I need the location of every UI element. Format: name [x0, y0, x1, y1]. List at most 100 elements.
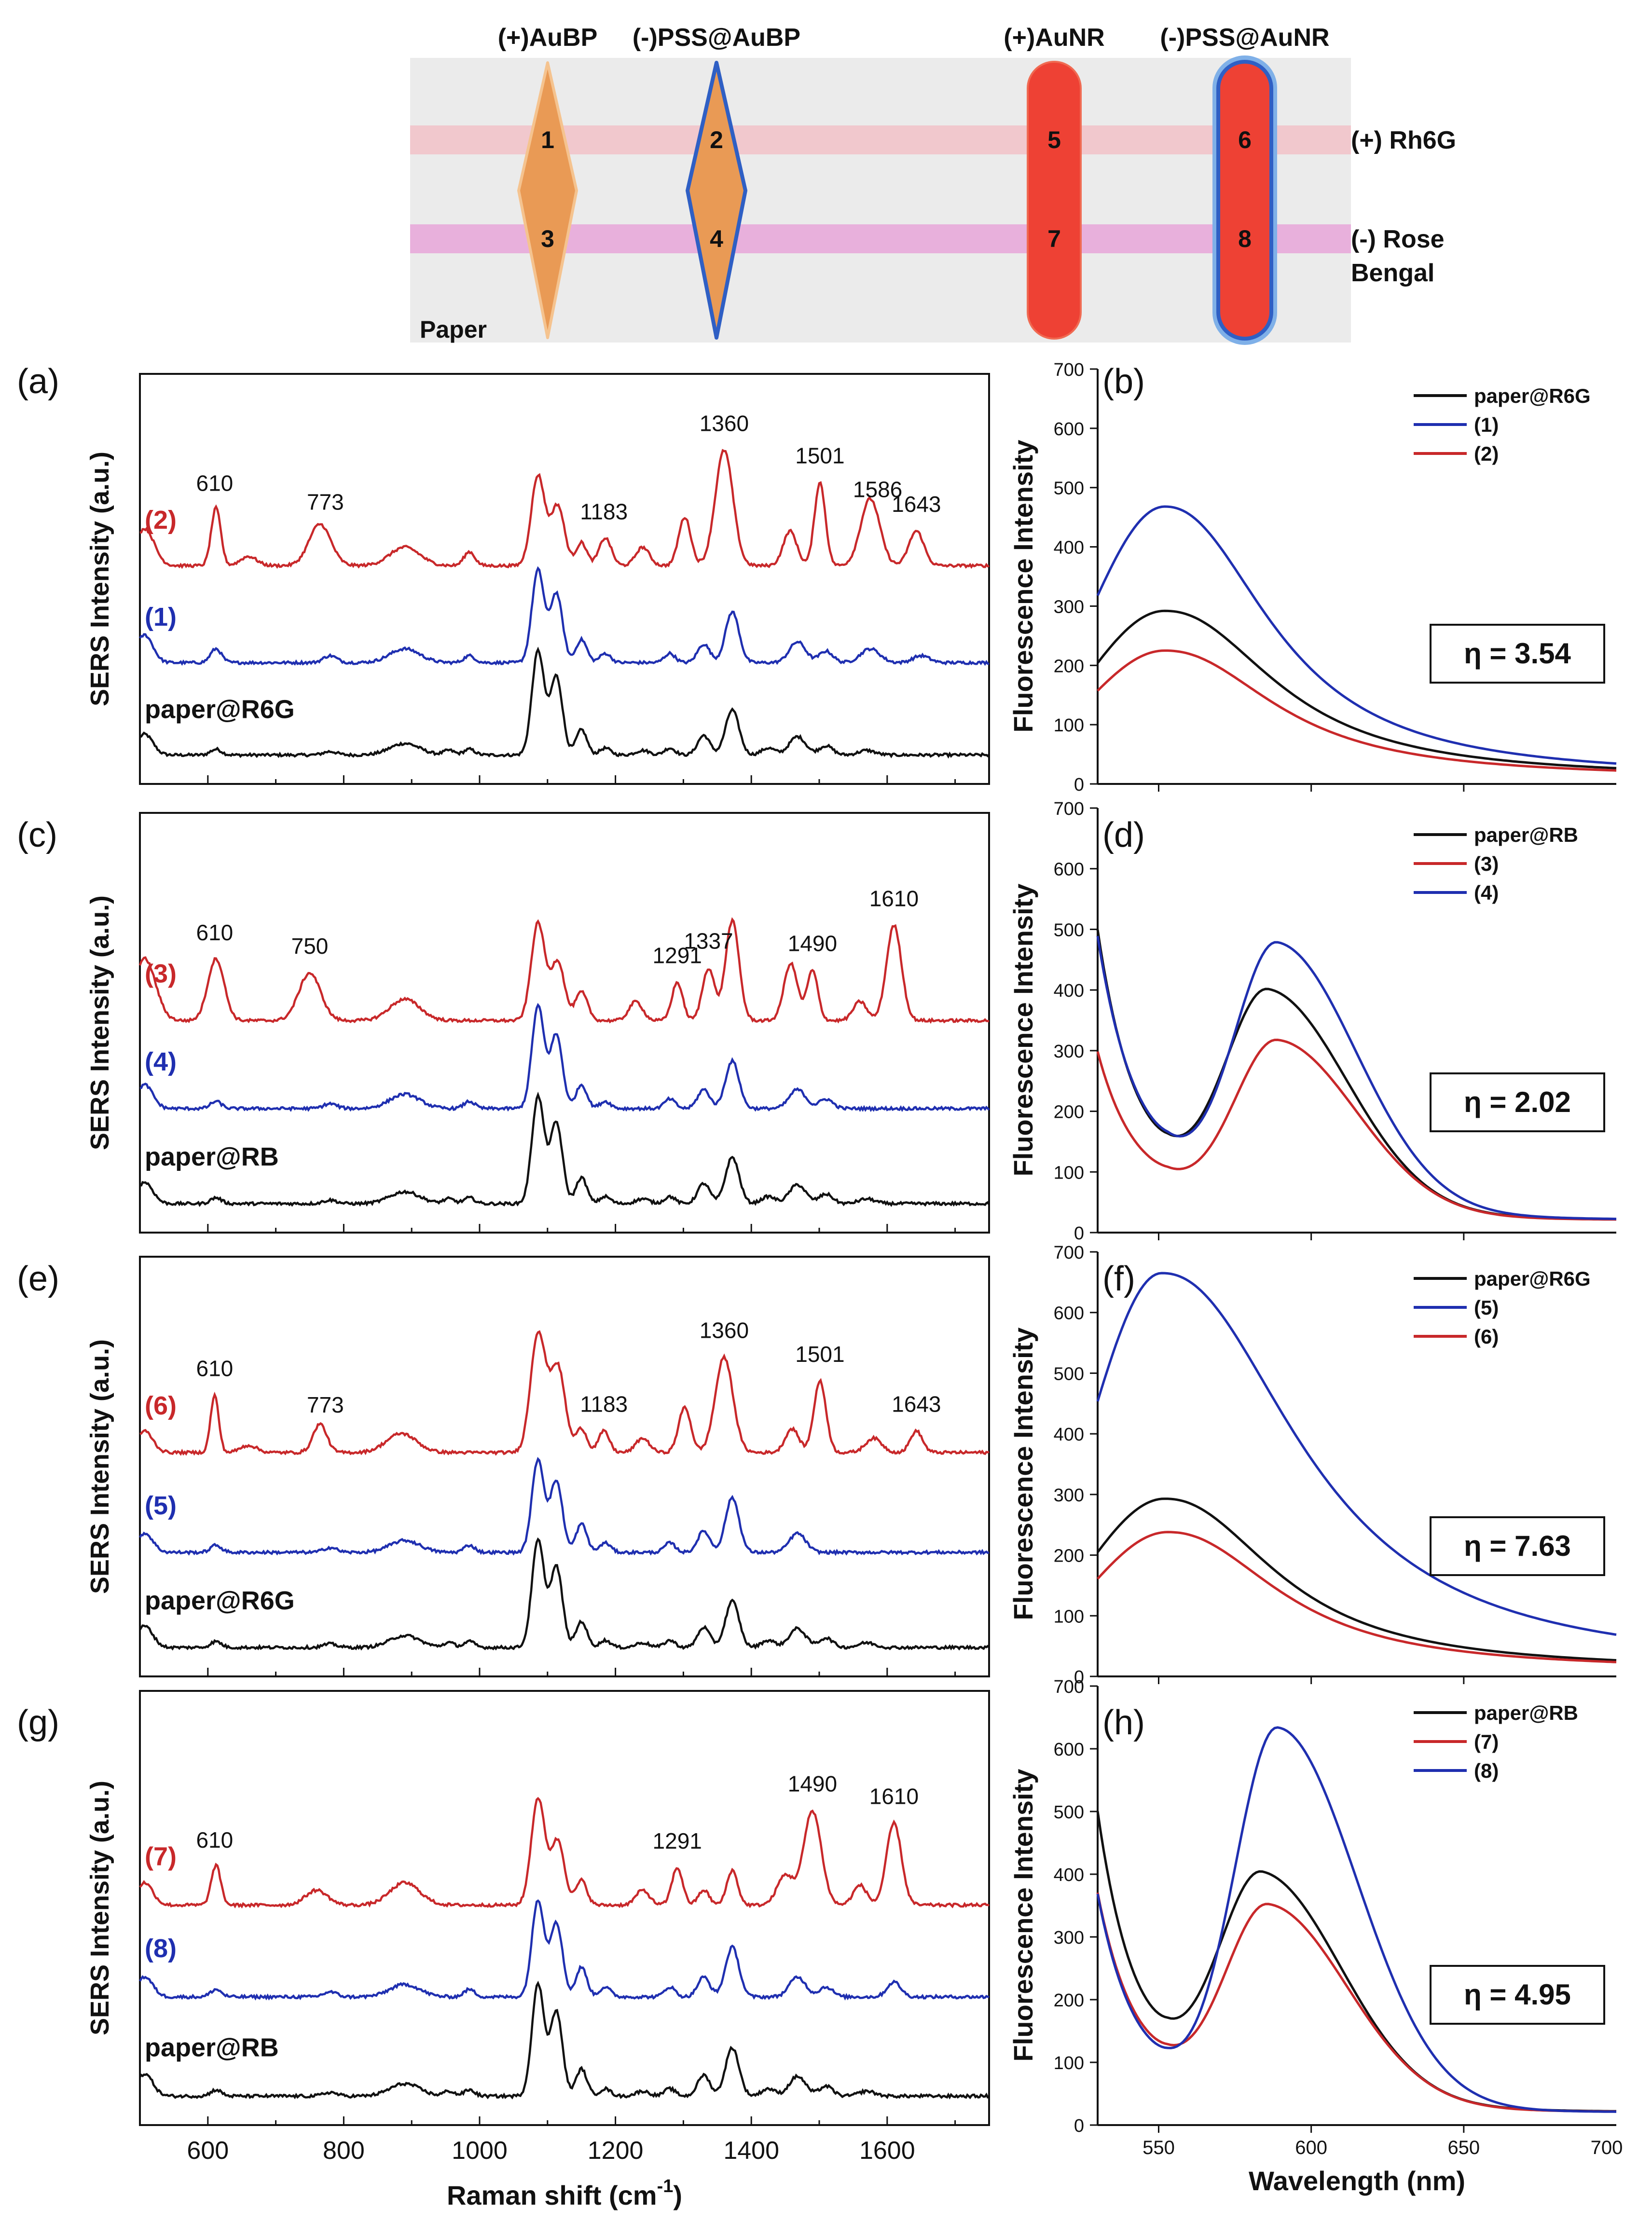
- panel-letter: (h): [1102, 1703, 1145, 1742]
- y-tick-label: 500: [1054, 479, 1084, 499]
- y-tick-label: 300: [1054, 1485, 1084, 1506]
- eta-value: η = 7.63: [1464, 1530, 1571, 1562]
- panel-g: (g) SERS Intensity (a.u.) 600 800 1000 1200 14…: [17, 1690, 990, 2210]
- spectrum-2: [139, 449, 990, 569]
- y-tick-label: 100: [1054, 2053, 1084, 2073]
- y-tick-label: 500: [1054, 1802, 1084, 1823]
- y-tick-label: 0: [1074, 1667, 1084, 1688]
- spectrum-1: [139, 566, 990, 666]
- y-tick-label: 200: [1054, 1990, 1084, 2011]
- panel-c: (c) SERS Intensity (a.u.) paper@RB (4) (3) 61…: [17, 812, 990, 1234]
- spectrum-paper-r6g: [139, 1537, 990, 1651]
- legend-label: (3): [1474, 852, 1499, 875]
- peak-label: 610: [196, 920, 234, 945]
- series-label: (2): [145, 506, 177, 535]
- spot-number: 1: [541, 126, 554, 153]
- y-tick-label: 700: [1054, 360, 1084, 380]
- x-tick-label: 1400: [723, 2137, 779, 2165]
- spot-number: 5: [1047, 126, 1061, 153]
- series-label: (4): [145, 1047, 177, 1076]
- eta-box: [1430, 1965, 1605, 2025]
- eta-box: [1430, 1072, 1605, 1132]
- spot-number: 6: [1238, 126, 1252, 153]
- legend-label: paper@R6G: [1474, 384, 1591, 407]
- x-tick-label: 650: [1447, 2137, 1480, 2158]
- curve-3: [1096, 1038, 1617, 1221]
- series-label: paper@R6G: [145, 695, 295, 724]
- peak-label: 1610: [869, 886, 919, 911]
- peak-label: 773: [307, 490, 344, 515]
- spectrum-8: [139, 1899, 990, 2001]
- series-label: (5): [145, 1491, 177, 1520]
- y-tick-label: 600: [1054, 419, 1084, 439]
- y-tick-label: 500: [1054, 1364, 1084, 1384]
- eta-value: η = 3.54: [1464, 637, 1571, 670]
- peak-label: 1586: [853, 477, 902, 502]
- rod-shape: [1216, 60, 1273, 341]
- spectrum-7: [139, 1797, 990, 1909]
- panel-letter: (a): [17, 362, 59, 401]
- y-axis-label: Fluorescence Intensity: [1008, 1328, 1038, 1620]
- eta-box: [1430, 1516, 1605, 1576]
- y-axis-label: SERS Intensity (a.u.): [85, 1339, 114, 1594]
- panel-a: (a) SERS Intensity (a.u.) paper@R6G (1) (2) 6…: [17, 362, 990, 785]
- peak-label: 1501: [795, 1342, 844, 1367]
- y-tick-label: 400: [1054, 1865, 1084, 1885]
- eta-box: [1430, 624, 1605, 684]
- peak-label: 1490: [788, 1771, 837, 1796]
- particle-pss-aunr: (-)PSS@AuNR 6 8: [1160, 24, 1330, 345]
- series-label: (3): [145, 960, 177, 988]
- y-tick-label: 500: [1054, 920, 1084, 940]
- plot-frame: [139, 1690, 990, 2126]
- particle-label: (-)PSS@AuNR: [1160, 24, 1329, 52]
- band-label: (+) Rh6G: [1351, 126, 1456, 154]
- y-tick-label: 0: [1074, 775, 1084, 795]
- particle-aubp: (+)AuBP 1 3: [498, 24, 597, 339]
- spot-number: 8: [1238, 225, 1252, 252]
- spot-number: 2: [710, 126, 723, 153]
- curve-5: [1096, 1272, 1617, 1636]
- series-label: paper@R6G: [145, 1586, 295, 1615]
- peak-label: 773: [307, 1392, 344, 1417]
- y-axis-label: Fluorescence Intensity: [1008, 440, 1038, 733]
- legend-label: (6): [1474, 1325, 1499, 1348]
- y-tick-label: 100: [1054, 715, 1084, 736]
- peak-label: 1501: [795, 443, 844, 468]
- peak-label: 1183: [580, 1391, 628, 1416]
- spectrum-6: [139, 1330, 990, 1456]
- y-tick-label: 600: [1054, 860, 1084, 880]
- bipyramid-shape: [686, 61, 747, 340]
- y-tick-label: 700: [1054, 1243, 1084, 1263]
- spot-number: 7: [1047, 225, 1061, 252]
- y-tick-label: 400: [1054, 538, 1084, 558]
- panel-f: (f) Fluorescence Intensity 0 100 200 300 400 50…: [1008, 1243, 1617, 1688]
- particle-label: (+)AuNR: [1004, 24, 1104, 52]
- y-tick-label: 700: [1054, 1677, 1084, 1697]
- legend-label: (4): [1474, 881, 1499, 904]
- y-tick-label: 600: [1054, 1740, 1084, 1760]
- panels: (a) SERS Intensity (a.u.) paper@R6G (1) (2) 6…: [17, 360, 1623, 2210]
- y-tick-label: 100: [1054, 1163, 1084, 1183]
- peak-label: 1643: [892, 1392, 941, 1417]
- plot-frame: [139, 1256, 990, 1677]
- y-axis-label: SERS Intensity (a.u.): [85, 895, 114, 1150]
- eta-value: η = 2.02: [1464, 1086, 1571, 1118]
- panel-h: (h) Fluorescence Intensity 0 100 200 300 400 50…: [1008, 1677, 1623, 2196]
- y-tick-label: 600: [1054, 1304, 1084, 1324]
- curve-4: [1096, 935, 1617, 1221]
- spectrum-4: [139, 1002, 990, 1112]
- legend-label: paper@RB: [1474, 823, 1578, 846]
- panel-letter: (e): [17, 1260, 59, 1298]
- plot-frame: [139, 373, 990, 785]
- peak-label: 610: [196, 1827, 234, 1852]
- y-axis-label: Fluorescence Intensity: [1008, 1769, 1038, 2062]
- band-label: (-) Rose: [1351, 225, 1445, 253]
- panel-d: (d) Fluorescence Intensity 0 100 200 300 400 50…: [1008, 799, 1617, 1244]
- y-tick-label: 300: [1054, 1928, 1084, 1948]
- curve-1: [1096, 505, 1617, 765]
- peak-label: 1291: [653, 1828, 702, 1853]
- plot-frame: [139, 812, 990, 1234]
- legend-label: paper@RB: [1474, 1702, 1578, 1724]
- spectrum-3: [138, 917, 990, 1024]
